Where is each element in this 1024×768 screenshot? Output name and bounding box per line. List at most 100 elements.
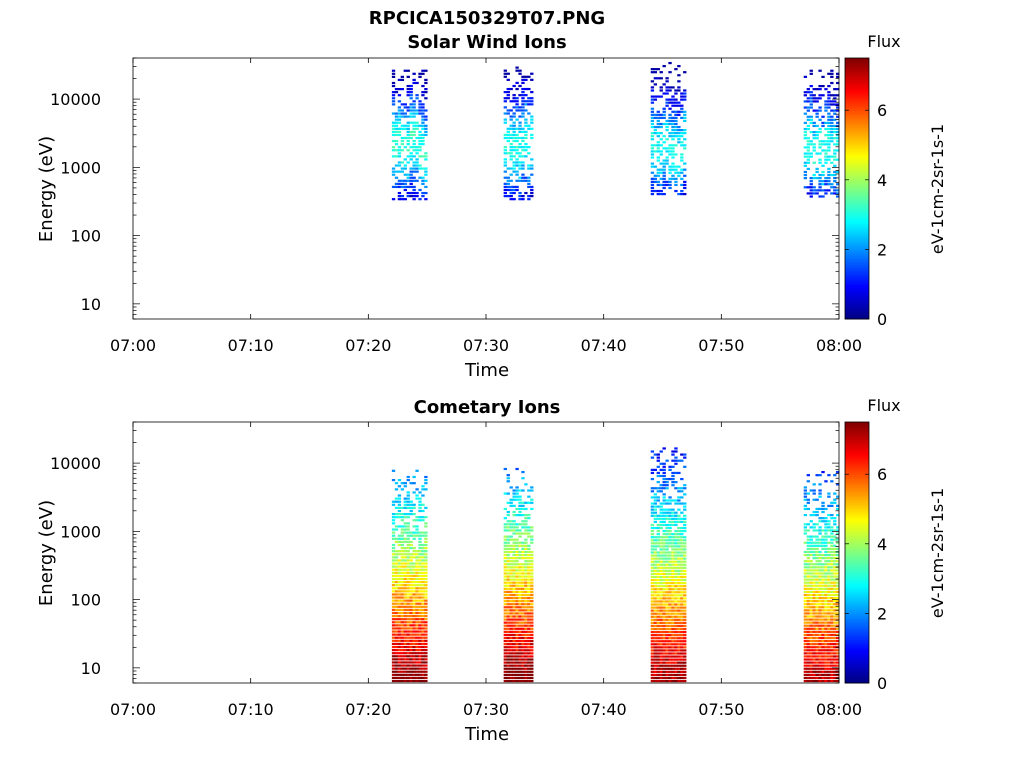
heatmap-cell [515, 489, 519, 492]
heatmap-cell [418, 537, 422, 540]
heatmap-cell [421, 611, 425, 615]
heatmap-cell [409, 170, 413, 173]
heatmap-cell [406, 639, 410, 642]
colorbar-segment [845, 652, 869, 656]
heatmap-cell [674, 634, 678, 637]
heatmap-cell [515, 146, 519, 149]
heatmap-cell [821, 603, 825, 606]
heatmap-cell [394, 624, 399, 627]
heatmap-cell [812, 584, 816, 587]
heatmap-cell [659, 566, 663, 569]
heatmap-cell [418, 562, 422, 565]
heatmap-cell [406, 602, 410, 605]
colorbar-segment [845, 554, 869, 558]
heatmap-cell [662, 667, 666, 670]
heatmap-cell [674, 189, 678, 193]
heatmap-cell [418, 519, 422, 522]
heatmap-cell [659, 462, 663, 465]
heatmap-cell [827, 670, 831, 673]
heatmap-cell [503, 164, 507, 167]
heatmap-cell [674, 646, 678, 649]
heatmap-cell [821, 563, 825, 566]
heatmap-cell [656, 180, 660, 183]
heatmap-cell [818, 526, 822, 529]
heatmap-cell [397, 485, 402, 488]
heatmap-cell [683, 517, 687, 520]
heatmap-cell [803, 572, 808, 575]
heatmap-cell [512, 593, 516, 597]
heatmap-cell [527, 195, 531, 198]
heatmap-cell [650, 189, 655, 193]
heatmap-cell [391, 584, 396, 587]
heatmap-cell [659, 582, 663, 585]
heatmap-cell [521, 627, 525, 630]
heatmap-cell [677, 557, 681, 560]
heatmap-cell [412, 667, 416, 670]
heatmap-cell [421, 642, 425, 646]
heatmap-cell [415, 670, 419, 673]
heatmap-cell [394, 500, 399, 503]
heatmap-cell [803, 170, 808, 174]
heatmap-cell [827, 679, 831, 683]
heatmap-cell [650, 594, 655, 597]
heatmap-cell [518, 507, 522, 511]
heatmap-cell [665, 618, 669, 621]
heatmap-cell [683, 162, 687, 165]
heatmap-cell [824, 544, 828, 547]
heatmap-cell [812, 664, 816, 667]
heatmap-cell [409, 155, 413, 158]
heatmap-cell [506, 633, 510, 637]
heatmap-cell [818, 630, 822, 633]
x-tick-label: 08:00 [816, 700, 862, 719]
heatmap-cell [397, 642, 402, 646]
heatmap-cell [397, 100, 402, 103]
heatmap-cell [391, 655, 396, 658]
heatmap-cell [836, 149, 840, 152]
heatmap-cell [418, 661, 422, 664]
heatmap-cell [671, 670, 675, 673]
heatmap-cell [818, 186, 822, 189]
heatmap-cell [680, 487, 684, 490]
heatmap-cell [668, 477, 672, 481]
heatmap-cell [394, 525, 399, 528]
heatmap-cell [653, 664, 658, 667]
heatmap-cell [824, 526, 828, 529]
heatmap-cell [683, 679, 687, 683]
colorbar-segment [845, 576, 869, 580]
heatmap-cell [527, 100, 531, 103]
heatmap-cell [806, 655, 810, 658]
heatmap-cell [521, 664, 525, 667]
heatmap-cell [656, 110, 660, 113]
heatmap-cell [512, 149, 516, 152]
heatmap-cell [518, 191, 522, 195]
heatmap-cell [803, 523, 808, 526]
colorbar-segment [845, 166, 869, 170]
heatmap-cell [650, 600, 655, 603]
heatmap-cell [824, 649, 828, 652]
heatmap-cell [409, 580, 413, 584]
heatmap-cell [830, 526, 834, 529]
heatmap-cell [833, 109, 837, 112]
heatmap-cell [650, 165, 655, 168]
heatmap-cell [812, 566, 816, 569]
heatmap-cell [412, 112, 416, 115]
heatmap-cell [512, 94, 516, 97]
heatmap-cell [421, 94, 425, 97]
heatmap-cell [680, 679, 684, 683]
heatmap-cell [674, 655, 678, 658]
heatmap-cell [824, 547, 828, 550]
heatmap-cell [421, 577, 425, 581]
heatmap-cell [812, 557, 816, 560]
colorbar-segment [845, 611, 869, 614]
heatmap-cell [400, 537, 405, 540]
heatmap-cell [509, 127, 513, 130]
heatmap-cell [515, 161, 519, 164]
heatmap-cell [650, 664, 655, 667]
heatmap-cell [403, 676, 407, 680]
heatmap-cell [656, 655, 660, 658]
heatmap-cell [662, 554, 666, 557]
heatmap-cell [424, 130, 428, 133]
heatmap-cell [659, 551, 663, 554]
heatmap-cell [665, 180, 669, 183]
heatmap-cell [674, 600, 678, 603]
